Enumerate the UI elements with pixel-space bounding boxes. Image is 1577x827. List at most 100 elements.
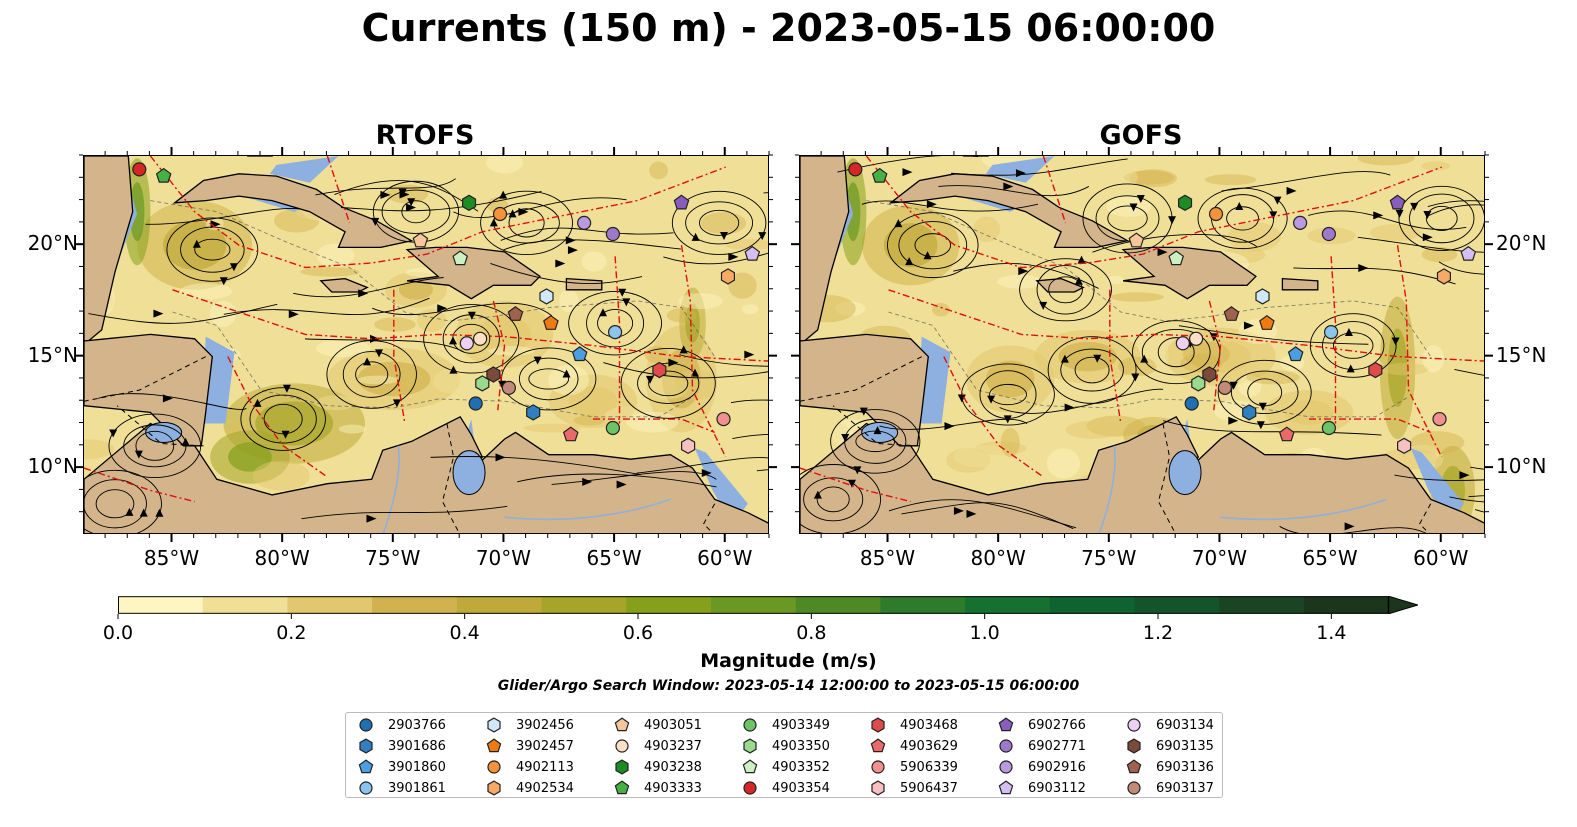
hexagon-marker-icon <box>487 717 501 733</box>
lon-tick-label: 85°W <box>143 546 200 570</box>
legend-label: 4903350 <box>772 738 830 754</box>
colorbar-tick-label: 0.2 <box>276 622 307 644</box>
colorbar-segment <box>287 596 373 614</box>
float-marker-3901861[interactable] <box>607 325 623 340</box>
float-marker-4903333[interactable] <box>155 167 172 183</box>
float-marker-3902456[interactable] <box>539 288 554 305</box>
legend-label: 5906339 <box>900 759 958 775</box>
float-marker-4903349[interactable] <box>1321 420 1336 436</box>
float-marker-6903136[interactable] <box>1223 306 1240 321</box>
legend-item-3902456: 3902456 <box>486 715 574 735</box>
legend-item-4903237: 4903237 <box>614 736 702 756</box>
float-marker-5906437[interactable] <box>1396 437 1412 454</box>
float-marker-3901861[interactable] <box>1323 325 1339 340</box>
hexagon-marker-icon <box>1127 738 1141 754</box>
float-marker-4903237[interactable] <box>473 331 488 346</box>
legend-item-2903766: 2903766 <box>358 715 446 735</box>
float-marker-6903134[interactable] <box>459 336 474 351</box>
lon-tick-label: 65°W <box>1302 546 1358 570</box>
float-marker-6902766[interactable] <box>1389 194 1406 210</box>
float-marker-4903333[interactable] <box>871 167 888 183</box>
legend-item-3901861: 3901861 <box>358 778 446 798</box>
float-marker-4903629[interactable] <box>562 426 579 442</box>
float-marker-5906339[interactable] <box>1432 411 1447 427</box>
legend-label: 3901860 <box>388 759 446 775</box>
colorbar-tick-label: 0.6 <box>622 622 654 644</box>
pentagon-marker-icon <box>742 759 758 774</box>
colorbar-segment <box>1049 596 1136 614</box>
float-marker-3902457[interactable] <box>1259 314 1275 330</box>
float-marker-4902113[interactable] <box>1208 206 1224 222</box>
hexagon-marker-icon <box>359 738 373 754</box>
legend-label: 4902113 <box>516 759 574 775</box>
float-marker-4902534[interactable] <box>720 268 736 285</box>
colorbar-tick-label: 1.0 <box>969 622 1000 644</box>
float-marker-4903237[interactable] <box>1189 331 1204 346</box>
legend-label: 4903051 <box>644 717 702 733</box>
lon-tick-label: 70°W <box>1191 546 1248 570</box>
float-marker-3901686[interactable] <box>1242 404 1257 421</box>
colorbar-segment <box>456 596 543 614</box>
legend-item-6903136: 6903136 <box>1126 757 1214 777</box>
legend-label: 4903349 <box>772 717 830 733</box>
float-marker-6903135[interactable] <box>486 366 501 383</box>
hexagon-marker-icon <box>871 717 885 733</box>
float-marker-3902456[interactable] <box>1255 288 1270 305</box>
legend-label: 4903237 <box>644 738 702 754</box>
float-marker-4903352[interactable] <box>452 250 469 266</box>
float-marker-6903136[interactable] <box>507 306 524 321</box>
float-marker-6902771[interactable] <box>1321 226 1336 242</box>
float-marker-3902457[interactable] <box>543 314 559 330</box>
legend-label: 3901686 <box>388 738 446 754</box>
pentagon-marker-icon <box>486 738 502 753</box>
float-marker-5906339[interactable] <box>716 411 731 427</box>
float-marker-4903349[interactable] <box>605 420 620 436</box>
float-marker-6903137[interactable] <box>501 380 516 395</box>
float-marker-3901686[interactable] <box>526 404 541 421</box>
float-marker-2903766[interactable] <box>1184 396 1199 411</box>
float-marker-6902771[interactable] <box>605 226 620 242</box>
circle-marker-icon <box>999 739 1013 753</box>
search-window-text: Glider/Argo Search Window: 2023-05-14 12… <box>497 678 1080 694</box>
float-marker-6903134[interactable] <box>1175 336 1190 351</box>
legend-label: 3902457 <box>516 738 574 754</box>
float-marker-5906437[interactable] <box>680 437 696 454</box>
float-legend: 2903766 3901686 3901860 3901861 3902456 39024… <box>345 712 1223 798</box>
float-marker-4903468[interactable] <box>652 361 667 379</box>
float-marker-6903135[interactable] <box>1202 366 1217 383</box>
float-marker-6902766[interactable] <box>673 194 690 210</box>
float-marker-4902113[interactable] <box>492 206 508 222</box>
float-marker-6903137[interactable] <box>1217 380 1232 395</box>
float-marker-3901860[interactable] <box>571 346 588 362</box>
float-marker-4903629[interactable] <box>1278 426 1295 442</box>
float-marker-6902916[interactable] <box>577 215 592 230</box>
legend-label: 2903766 <box>388 717 446 733</box>
lon-tick-label: 65°W <box>586 546 642 570</box>
float-marker-6903112[interactable] <box>744 245 761 261</box>
float-marker-4903468[interactable] <box>1368 361 1383 379</box>
float-marker-6903112[interactable] <box>1460 245 1477 261</box>
pentagon-marker-icon <box>1126 759 1142 774</box>
colorbar-segment <box>202 596 288 614</box>
float-marker-4903051[interactable] <box>412 232 429 248</box>
legend-item-6903134: 6903134 <box>1126 715 1214 735</box>
legend-item-4903468: 4903468 <box>870 715 958 735</box>
lon-tick-label: 75°W <box>1081 546 1137 570</box>
legend-label: 4903333 <box>644 780 702 796</box>
float-marker-4902534[interactable] <box>1436 268 1452 285</box>
colorbar-tick-label: 1.2 <box>1142 622 1174 644</box>
float-marker-3901860[interactable] <box>1287 346 1304 362</box>
lat-tick-label-right: 15°N <box>1496 342 1547 367</box>
float-marker-4903354[interactable] <box>132 162 147 177</box>
colorbar-segment <box>795 596 881 614</box>
pentagon-marker-icon <box>998 717 1014 732</box>
float-marker-4903238[interactable] <box>1178 194 1193 211</box>
legend-label: 6902771 <box>1028 738 1086 754</box>
float-marker-4903238[interactable] <box>462 194 477 211</box>
float-marker-4903352[interactable] <box>1168 250 1185 266</box>
float-marker-4903051[interactable] <box>1128 232 1145 248</box>
float-marker-4903354[interactable] <box>848 162 863 177</box>
float-marker-6902916[interactable] <box>1293 215 1308 230</box>
legend-item-4903238: 4903238 <box>614 757 702 777</box>
float-marker-2903766[interactable] <box>468 396 483 411</box>
